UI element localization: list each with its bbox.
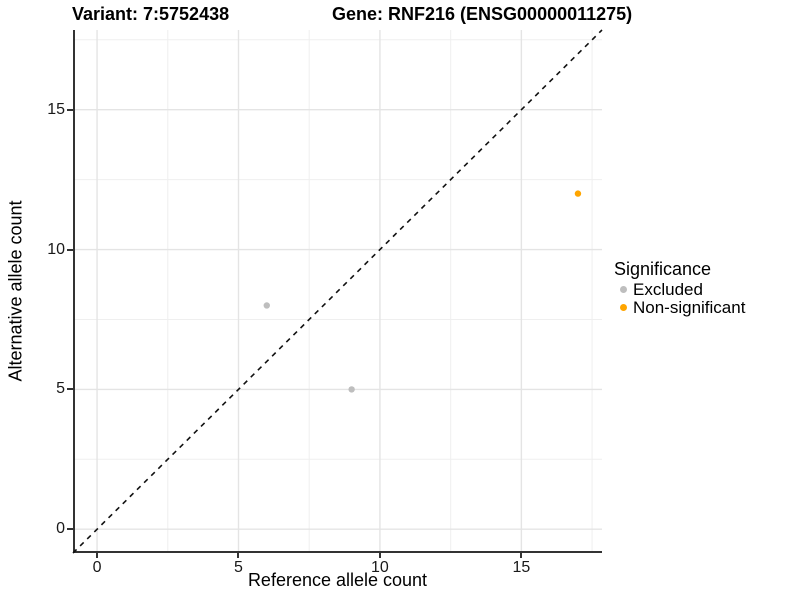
x-tick-label: 10 — [371, 559, 389, 576]
legend-item-non-significant: Non-significant — [614, 299, 745, 316]
x-tick-mark — [520, 553, 523, 558]
x-tick-label: 5 — [234, 559, 243, 576]
x-axis-title: Reference allele count — [247, 570, 428, 590]
y-tick-label: 0 — [56, 520, 65, 538]
legend-title: Significance — [614, 259, 712, 279]
y-axis-title: Alternative allele count — [5, 200, 26, 382]
y-tick-mark — [67, 388, 73, 391]
y-tick-label: 10 — [47, 240, 65, 258]
excluded-dot-icon — [620, 286, 627, 293]
y-tick-mark — [67, 108, 73, 111]
data-point — [574, 190, 582, 197]
legend-item-excluded: Excluded — [614, 281, 745, 298]
plot-panel — [72, 29, 603, 554]
plot-title-gene: Gene: RNF216 (ENSG00000011275) — [332, 4, 633, 24]
x-tick-label: 0 — [92, 559, 102, 576]
y-tick-mark — [67, 528, 73, 531]
y-tick-mark — [67, 248, 73, 251]
x-tick-mark — [237, 553, 240, 558]
plot-title-variant: Variant: 7:5752438 — [72, 4, 230, 24]
non-significant-dot-icon — [620, 304, 627, 311]
plot-canvas — [72, 29, 603, 554]
data-point — [263, 302, 270, 309]
data-point — [348, 386, 355, 393]
legend: Significance Excluded Non-significant — [614, 258, 745, 316]
legend-item-label: Excluded — [633, 280, 703, 299]
x-tick-mark — [378, 553, 381, 558]
x-tick-label: 15 — [512, 559, 531, 576]
y-tick-label: 5 — [56, 380, 65, 398]
legend-item-label: Non-significant — [633, 298, 746, 317]
identity-dashed-line — [72, 29, 603, 554]
y-tick-label: 15 — [47, 100, 65, 118]
x-tick-mark — [96, 553, 99, 558]
